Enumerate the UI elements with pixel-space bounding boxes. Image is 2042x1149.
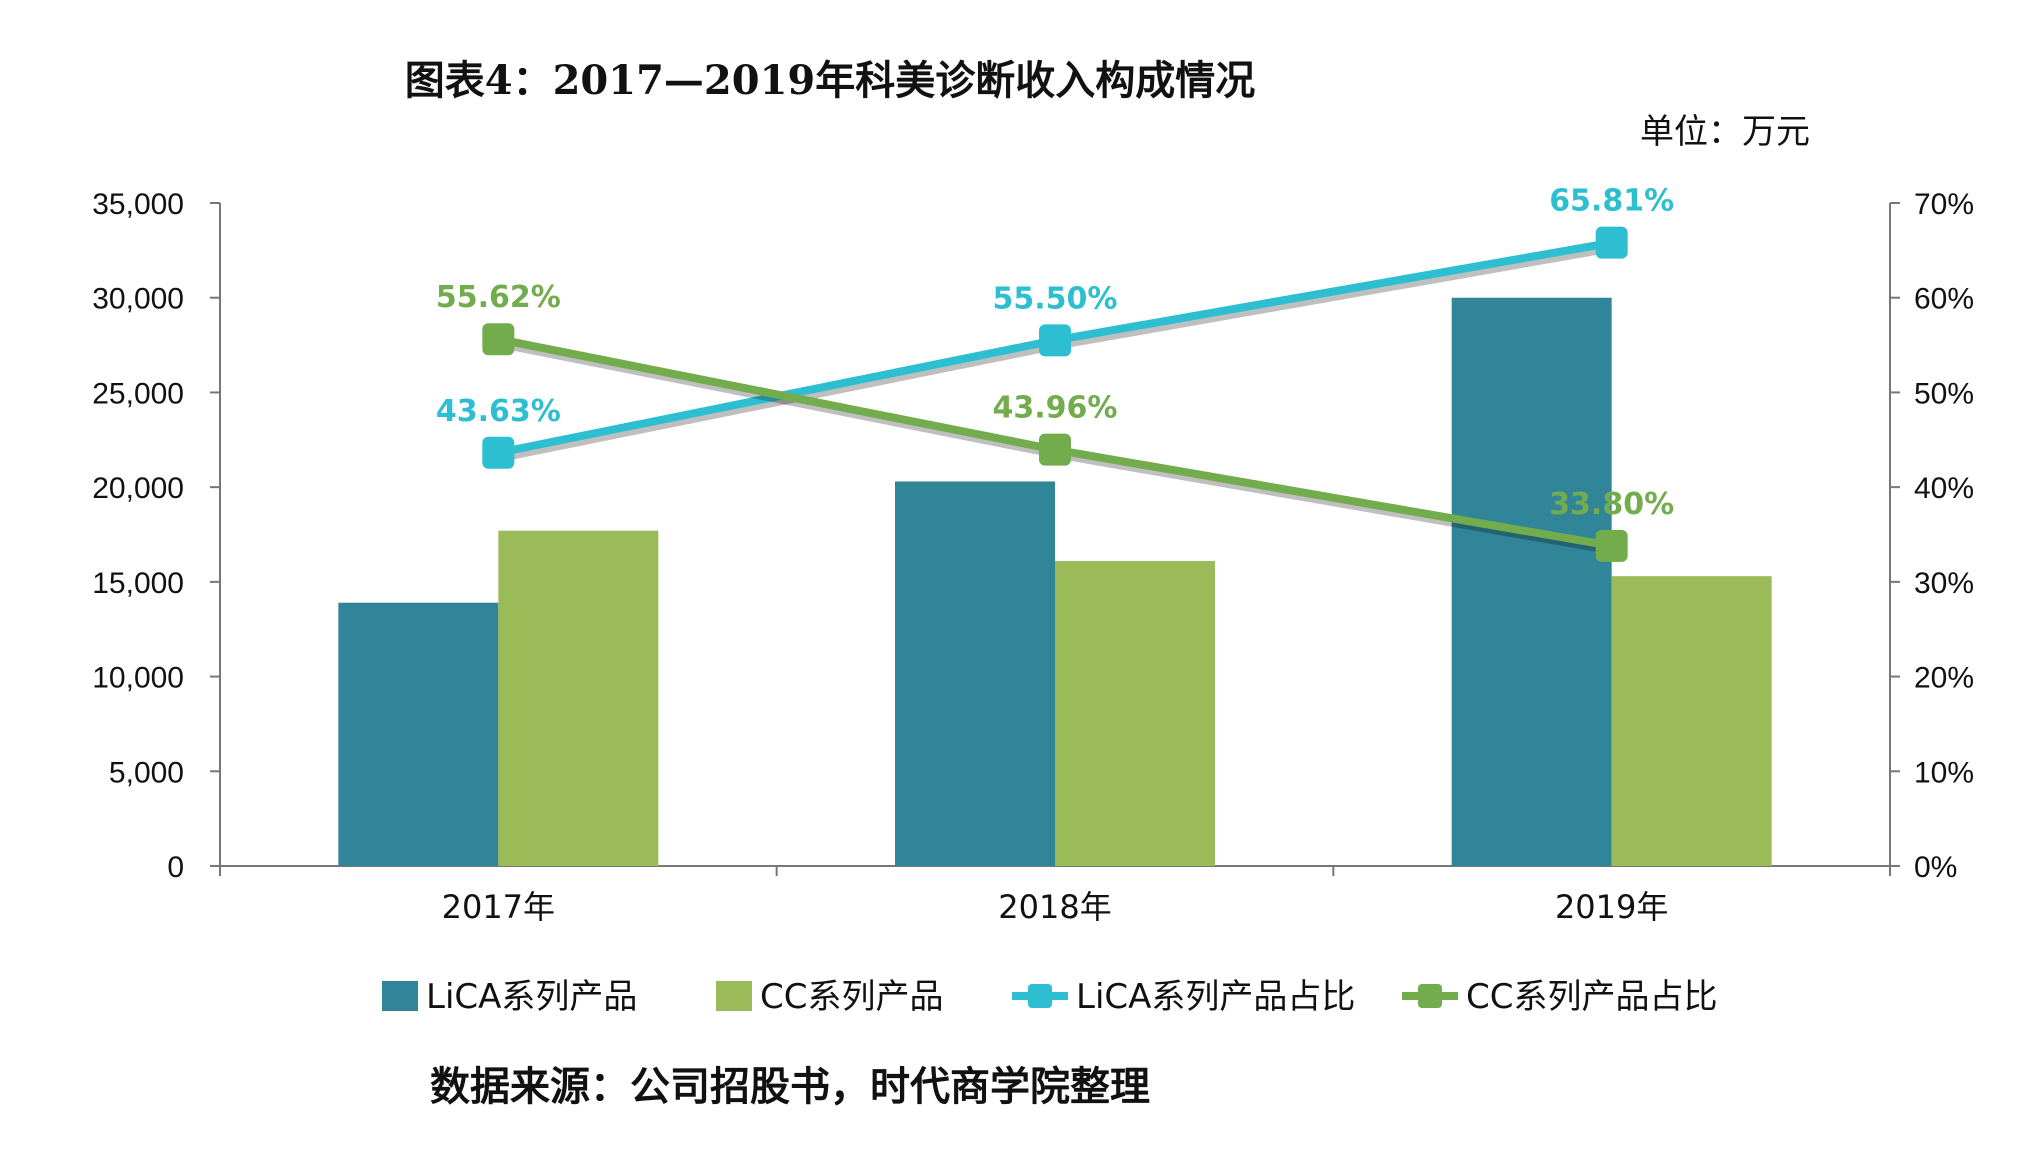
data-label-lica-share: 43.63% <box>436 394 561 429</box>
right-tick-label: 30% <box>1914 567 1974 600</box>
right-tick-label: 0% <box>1914 851 1957 884</box>
right-tick-label: 40% <box>1914 472 1974 505</box>
legend-label: LiCA系列产品占比 <box>1076 977 1355 1017</box>
legend-label: CC系列产品 <box>760 977 943 1017</box>
data-label-cc-share: 43.96% <box>993 391 1118 426</box>
data-labels: 43.63% 55.50% 65.81% 55.62% 43.96% 33.80% <box>436 184 1674 522</box>
x-tick-label: 2017年 <box>442 888 555 926</box>
left-tick-label: 30,000 <box>92 283 184 316</box>
legend-swatch <box>382 981 418 1011</box>
legend-swatch <box>716 981 752 1011</box>
line-marker <box>482 323 515 356</box>
legend-label: LiCA系列产品 <box>426 977 637 1017</box>
bar-lica <box>895 481 1055 866</box>
data-label-lica-share: 55.50% <box>993 281 1118 316</box>
bar-lica <box>338 602 499 866</box>
bar-series <box>338 297 1772 866</box>
legend: LiCA系列产品 CC系列产品 LiCA系列产品占比 CC系列产品占比 <box>382 977 1717 1017</box>
line-marker <box>482 436 515 469</box>
left-tick-label: 15,000 <box>92 567 184 600</box>
chart-title: 图表4：2017—2019年科美诊断收入构成情况 <box>404 57 1256 104</box>
bar-lica <box>1451 297 1612 866</box>
x-tick-label: 2018年 <box>998 888 1111 926</box>
left-tick-label: 5,000 <box>109 756 184 789</box>
legend-label: CC系列产品占比 <box>1466 977 1717 1017</box>
source-note: 数据来源：公司招股书，时代商学院整理 <box>430 1063 1150 1110</box>
left-tick-label: 10,000 <box>92 662 184 695</box>
unit-label: 单位：万元 <box>1640 112 1810 152</box>
left-tick-label: 25,000 <box>92 377 184 410</box>
right-tick-label: 20% <box>1914 662 1974 695</box>
line-marker <box>1595 529 1628 562</box>
axes: 0 5,000 10,000 15,000 20,000 25,000 30,000 35,0… <box>92 188 1974 926</box>
legend-marker <box>1028 984 1052 1008</box>
right-tick-label: 10% <box>1914 756 1974 789</box>
right-tick-label: 50% <box>1914 377 1974 410</box>
legend-marker <box>1418 984 1442 1008</box>
bar-cc <box>498 530 659 866</box>
left-tick-label: 35,000 <box>92 188 184 221</box>
line-marker <box>1039 433 1071 466</box>
bar-cc <box>1055 561 1215 866</box>
line-series <box>482 226 1628 562</box>
line-marker <box>1595 226 1628 259</box>
x-tick-label: 2019年 <box>1555 888 1668 926</box>
left-tick-label: 20,000 <box>92 472 184 505</box>
bar-cc <box>1611 576 1772 866</box>
data-label-lica-share: 65.81% <box>1549 184 1674 219</box>
left-tick-label: 0 <box>167 851 184 884</box>
data-label-cc-share: 33.80% <box>1549 487 1674 522</box>
line-marker <box>1039 324 1071 357</box>
right-tick-label: 60% <box>1914 283 1974 316</box>
data-label-cc-share: 55.62% <box>436 280 561 315</box>
right-tick-label: 70% <box>1914 188 1974 221</box>
